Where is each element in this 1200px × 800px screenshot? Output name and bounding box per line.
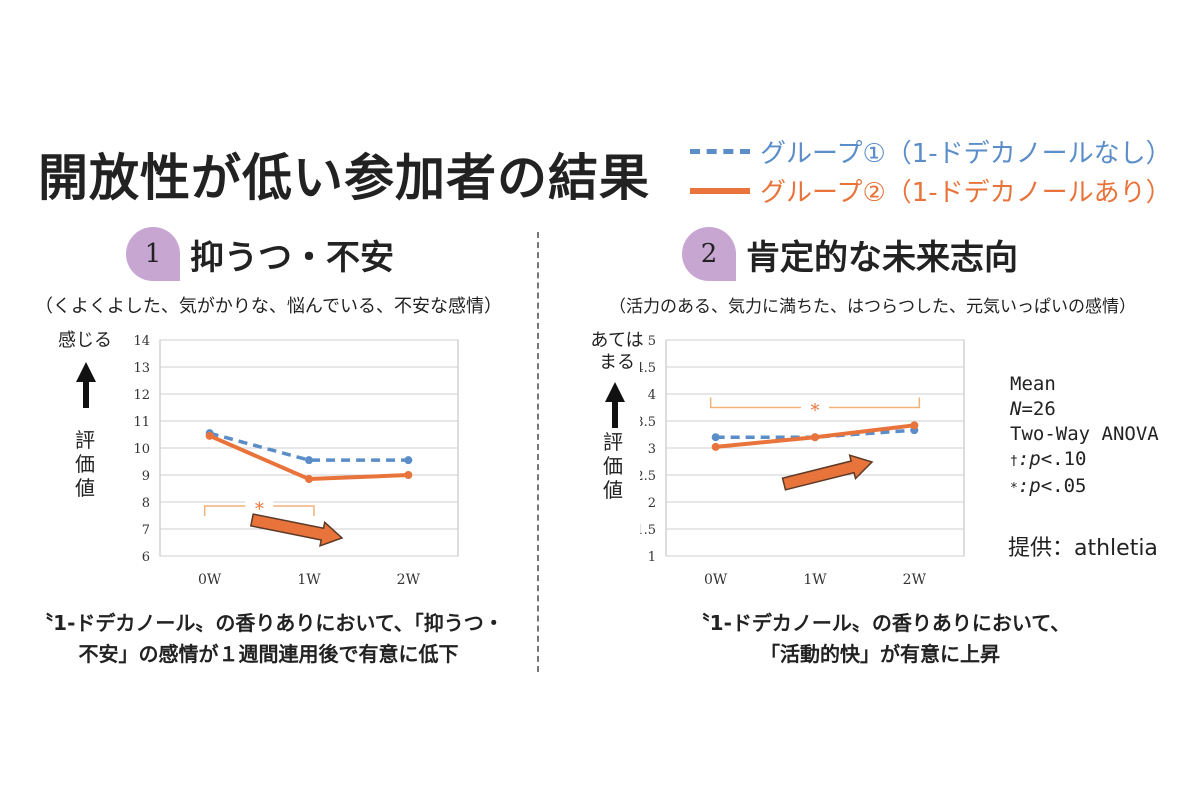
panel-1-y-axis-label-char: 値 [75, 476, 95, 500]
stats-dagger: †:p<.10 [1010, 447, 1159, 474]
panel-1-y-axis-label-char: 価 [75, 452, 95, 476]
chart-1-series-1-point [305, 456, 313, 465]
stats-anova: Two-Way ANOVA [1010, 423, 1159, 445]
stats-star: *:p<.05 [1010, 474, 1159, 501]
chart-1-depression-anxiety: 6 7 8 9 10 11 12 13 14 0W 1W 2W * [133, 334, 459, 585]
chart-2-y-tick-label: 3 [648, 442, 656, 457]
panel-1-y-axis-label-char: 評 [75, 428, 95, 452]
stats-star-p: :p [1017, 475, 1041, 497]
panel-1-subtitle: （くよくよした、気がかりな、悩んでいる、不安な感情） [34, 296, 503, 317]
chart-1-series-2-point [404, 471, 413, 479]
panel-2-badge: 2 [682, 227, 736, 281]
chart-2-series-2-point [910, 421, 919, 430]
stats-star-symbol: * [1010, 481, 1018, 496]
panel-1-badge: 1 [126, 227, 180, 281]
chart-2-y-tick-label: 1.5 [640, 523, 656, 538]
chart-1-y-tick-label: 10 [133, 442, 150, 457]
legend-swatch-solid [690, 187, 750, 194]
stats-n-symbol: N [1010, 398, 1022, 420]
panel-2-y-arrow-icon [605, 382, 625, 428]
chart-1-y-tick-label: 11 [133, 415, 150, 430]
legend-item-group2: グループ②（1-ドデカノールあり） [690, 172, 1172, 209]
chart-2-x-tick-label: 0W [704, 572, 728, 585]
chart-2-y-tick-label: 4.5 [640, 361, 656, 376]
chart-2-series-1-point [711, 433, 720, 442]
chart-2-series-1-line [715, 428, 915, 439]
chart-2-positive-future: 1 1.5 2 2.5 3 3.5 4 4.5 5 0W 1W 2W * [640, 334, 965, 585]
panel-2-y-axis-label-char: 評 [603, 430, 623, 454]
legend-label-group1: グループ①（1-ドデカノールなし） [760, 139, 1172, 169]
chart-2-y-tick-label: 5 [648, 334, 656, 349]
main-title: 開放性が低い参加者の結果 [38, 149, 650, 207]
chart-2-significance-bg [801, 396, 829, 419]
panel-2-caption-line2: 「活動的快」が有意に上昇 [760, 642, 1000, 666]
chart-1-series-2-point [205, 431, 214, 440]
chart-1-trend-arrow-down-icon [249, 513, 344, 547]
chart-2-y-tick-label: 4 [648, 388, 656, 403]
stats-block: Mean N=26 Two-Way ANOVA †:p<.10 *:p<.05 [1010, 372, 1159, 501]
panel-1-y-top-label: 感じる [58, 330, 112, 351]
chart-1-y-tick-label: 7 [142, 523, 150, 538]
chart-2-y-tick-label: 1 [648, 550, 656, 565]
chart-1-series-2-point [305, 475, 313, 484]
stats-dagger-p: :p [1017, 448, 1041, 470]
chart-2-y-tick-label: 2.5 [640, 469, 656, 484]
legend-label-group2: グループ②（1-ドデカノールあり） [760, 178, 1172, 208]
panel-2-header: 2 肯定的な未来志向 [682, 227, 1018, 281]
chart-1-y-tick-label: 14 [133, 334, 150, 349]
chart-1-significance-bg [245, 495, 274, 518]
chart-2-series-2-point [711, 442, 720, 451]
panel-2-y-top-label: あてはまる [590, 330, 644, 373]
legend-item-group1: グループ①（1-ドデカノールなし） [690, 133, 1172, 170]
chart-1-y-tick-label: 6 [142, 550, 150, 565]
panel-1-y-axis-label: 評価値 [70, 428, 100, 500]
chart-1-series-1-line [209, 431, 409, 462]
panel-1-y-arrow-icon [76, 362, 96, 408]
chart-1-y-tick-label: 8 [142, 496, 150, 511]
stats-dagger-value: <.10 [1040, 448, 1087, 470]
chart-2-trend-arrow-up-icon [781, 454, 874, 491]
stats-n: N=26 [1010, 397, 1159, 422]
chart-2-x-tick-label: 1W [803, 572, 827, 585]
stats-star-value: <.05 [1040, 475, 1087, 497]
chart-1-x-tick-label: 2W [397, 572, 421, 585]
panel-1-caption-line1: 〝1-ドデカノール〟の香りありにおいて、「抑うつ・ [33, 611, 504, 635]
chart-1-y-tick-label: 9 [142, 469, 150, 484]
legend-swatch-dashed [690, 149, 750, 154]
chart-1-y-tick-label: 13 [133, 361, 150, 376]
panel-1-caption: 〝1-ドデカノール〟の香りありにおいて、「抑うつ・ 不安」の感情が１週間連用後で… [0, 608, 537, 670]
panel-2-subtitle: （活力のある、気力に満ちた、はつらつした、元気いっぱいの感情） [609, 297, 1136, 317]
chart-2-y-tick-label: 2 [648, 496, 656, 511]
stats-n-value: =26 [1021, 398, 1056, 420]
panel-1-header: 1 抑うつ・不安 [126, 227, 394, 281]
chart-2-x-tick-label: 2W [903, 572, 927, 585]
chart-2-series-2-point [811, 433, 819, 442]
chart-1-series-1-point [404, 456, 413, 465]
chart-1-y-tick-label: 12 [133, 388, 150, 403]
panel-2-caption: 〝1-ドデカノール〟の香りありにおいて、 「活動的快」が有意に上昇 [560, 608, 1200, 670]
stats-mean: Mean [1010, 373, 1056, 395]
panel-1-title: 抑うつ・不安 [190, 237, 394, 278]
panel-2-title: 肯定的な未来志向 [746, 237, 1018, 278]
panel-divider [537, 232, 539, 672]
chart-2-y-tick-label: 3.5 [640, 415, 656, 430]
panel-1-caption-line2: 不安」の感情が１週間連用後で有意に低下 [78, 642, 459, 666]
panel-2-y-axis-label-char: 価 [603, 454, 623, 478]
chart-1-x-tick-label: 1W [297, 572, 321, 585]
credit: 提供：athletia [1008, 536, 1158, 561]
panel-2-y-axis-label: 評価値 [598, 430, 628, 502]
chart-2-significance-label: * [811, 401, 820, 422]
chart-1-x-tick-label: 0W [198, 572, 222, 585]
panel-2-caption-line1: 〝1-ドデカノール〟の香りありにおいて、 [689, 611, 1071, 635]
panel-2-y-axis-label-char: 値 [603, 478, 623, 502]
chart-1-significance-label: * [255, 499, 264, 520]
stats-dagger-symbol: † [1010, 454, 1018, 469]
